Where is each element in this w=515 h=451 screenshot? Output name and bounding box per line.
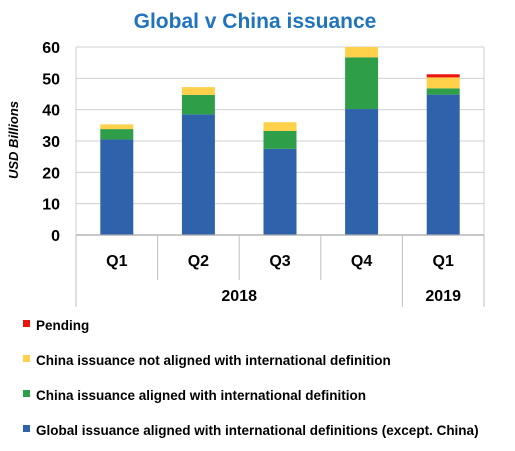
x-tick-label: Q4 <box>351 253 372 270</box>
legend-label: Pending <box>36 318 89 333</box>
y-tick-label: 10 <box>42 197 60 214</box>
bar-segment-2-series-3 <box>181 87 215 95</box>
bar-segment-4-series-3 <box>345 47 379 58</box>
x-tick-label: Q1 <box>433 253 454 270</box>
bar-segment-4-series-1 <box>345 109 379 235</box>
legend: Pending China issuance not aligned with i… <box>23 318 479 438</box>
bar-segment-5-series-2 <box>426 88 460 95</box>
y-tick-label: 60 <box>42 40 60 57</box>
legend-label: Global issuance aligned with internation… <box>36 423 479 438</box>
legend-label: China issuance aligned with internationa… <box>36 388 366 403</box>
legend-swatch <box>23 390 30 397</box>
y-tick-label: 30 <box>42 134 60 151</box>
bar-segment-1-series-1 <box>100 139 134 235</box>
bar-segment-2-series-2 <box>181 94 215 115</box>
x-tick-label: Q3 <box>269 253 290 270</box>
x-group-label: 2018 <box>221 288 257 305</box>
bar-segment-3-series-1 <box>263 148 297 235</box>
y-tick-label: 40 <box>42 103 60 120</box>
legend-swatch <box>23 320 30 327</box>
y-axis-label: USD Billions <box>6 101 21 179</box>
bar-segment-5-series-4 <box>426 74 460 78</box>
bar-segment-3-series-2 <box>263 130 297 149</box>
legend-swatch <box>23 355 30 362</box>
bars <box>100 47 460 235</box>
axes: 0 10 20 30 40 50 60 Q1 Q2 Q3 Q4 Q1 2018 2019 <box>42 40 485 307</box>
bar-segment-3-series-3 <box>263 122 297 131</box>
y-tick-label: 50 <box>42 71 60 88</box>
bar-segment-4-series-2 <box>345 57 379 110</box>
bar-segment-1-series-2 <box>100 129 134 140</box>
y-tick-label: 20 <box>42 165 60 182</box>
bar-segment-5-series-3 <box>426 77 460 89</box>
legend-label: China issuance not aligned with internat… <box>36 353 391 368</box>
x-group-label: 2019 <box>425 288 461 305</box>
bar-segment-2-series-1 <box>181 114 215 235</box>
bar-segment-1-series-3 <box>100 124 134 130</box>
y-tick-label: 0 <box>51 228 60 245</box>
x-tick-label: Q1 <box>106 253 127 270</box>
legend-swatch <box>23 425 30 432</box>
bar-segment-5-series-1 <box>426 94 460 235</box>
chart-title: Global v China issuance <box>134 10 377 33</box>
x-tick-label: Q2 <box>188 253 209 270</box>
